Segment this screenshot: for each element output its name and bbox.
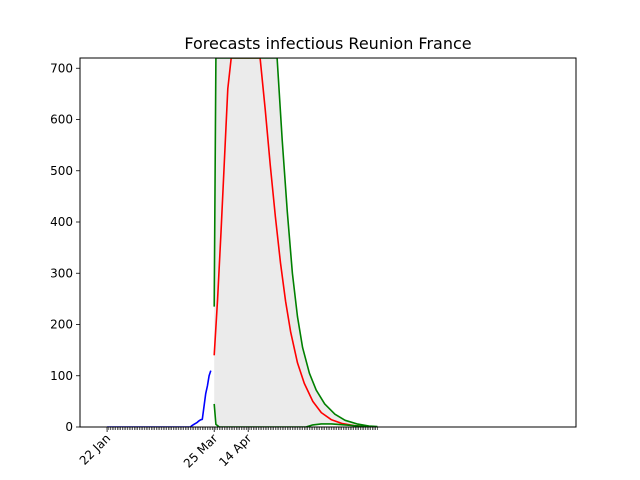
series-line-forecast-median [213, 58, 378, 427]
y-tick-label: 500 [50, 164, 73, 178]
chart-title: Forecasts infectious Reunion France [184, 34, 471, 53]
y-axis: 0 100 200 300 400 500 600 700 [50, 61, 80, 434]
series-line-observed [107, 370, 212, 427]
series-line-forecast-upper [213, 58, 378, 427]
series-line-forecast-lower [213, 403, 378, 427]
y-tick-label: 100 [50, 369, 73, 383]
plot-frame [79, 57, 577, 428]
y-tick-label: 600 [50, 113, 73, 127]
y-tick-label: 400 [50, 215, 73, 229]
plot-area [107, 58, 378, 427]
y-tick-label: 200 [50, 318, 73, 332]
y-tick-label: 0 [65, 420, 73, 434]
forecast-uncertainty-band [214, 58, 378, 427]
y-tick-label: 300 [50, 266, 73, 280]
y-tick-label: 700 [50, 61, 73, 75]
